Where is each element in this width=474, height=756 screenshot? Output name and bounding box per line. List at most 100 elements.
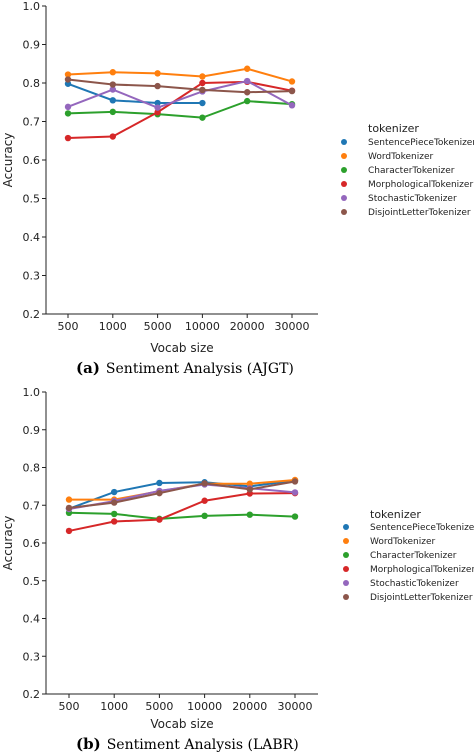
series-line-disjointletter-b <box>68 480 296 509</box>
y-tick-label-a: 0.6 <box>23 154 41 167</box>
x-tick-label-b: 1000 <box>100 700 128 713</box>
data-point-character-b <box>246 511 253 518</box>
y-tick-label-a: 0.5 <box>23 193 41 206</box>
data-point-disjointletter-b <box>65 504 73 512</box>
data-point-word-a <box>64 71 72 78</box>
legend-label-morphological-b: MorphologicalTokenizer <box>370 565 474 575</box>
y-tick-label-a: 0.3 <box>23 270 41 283</box>
data-point-sentencepiece-b <box>111 488 118 496</box>
caption-text-b: Sentiment Analysis (LABR) <box>107 737 299 753</box>
data-point-stochastic-a <box>109 86 117 93</box>
data-point-morphological-a <box>109 133 117 140</box>
x-tick-label-b: 10000 <box>187 700 222 713</box>
figure-caption-b: (b) Sentiment Analysis (LABR) <box>76 735 299 753</box>
data-point-sentencepiece-a <box>109 97 117 104</box>
legend-marker-morphological-b <box>343 566 349 572</box>
caption-text-a: Sentiment Analysis (AJGT) <box>106 361 294 377</box>
legend-marker-character-a <box>341 167 347 173</box>
legend-marker-stochastic-b <box>343 580 349 586</box>
y-tick-label-a: 0.8 <box>23 77 41 90</box>
legend-marker-word-b <box>343 538 349 544</box>
x-tick-label-a: 20000 <box>230 320 265 333</box>
legend-title-b: tokenizer <box>370 508 421 521</box>
y-tick-label-b: 0.8 <box>23 462 41 475</box>
data-point-disjointletter-b <box>111 499 118 506</box>
legend-label-disjointletter-a: DisjointLetterTokenizer <box>368 208 471 218</box>
legend-marker-stochastic-a <box>341 195 347 201</box>
data-point-stochastic-a <box>288 102 296 109</box>
y-tick-label-a: 0.4 <box>23 231 41 244</box>
data-point-disjointletter-a <box>64 76 72 83</box>
data-point-morphological-b <box>65 527 73 535</box>
data-point-sentencepiece-b <box>156 479 163 487</box>
legend-label-word-b: WordTokenizer <box>370 537 436 547</box>
data-point-character-a <box>64 110 72 117</box>
data-point-word-a <box>244 65 251 72</box>
x-tick-label-a: 10000 <box>185 320 220 333</box>
data-point-disjointletter-a <box>199 86 206 94</box>
data-point-word-b <box>65 496 73 503</box>
y-tick-label-b: 0.7 <box>23 499 41 512</box>
data-point-word-a <box>199 73 206 80</box>
series-line-morphological-b <box>68 492 296 532</box>
data-point-stochastic-a <box>154 104 161 111</box>
series-line-sentencepiece-b <box>68 479 296 510</box>
data-point-character-a <box>199 114 206 121</box>
data-point-sentencepiece-a <box>199 99 206 107</box>
data-point-disjointletter-b <box>201 480 208 487</box>
data-point-character-b <box>291 513 299 520</box>
series-line-word-a <box>67 67 293 83</box>
series-line-disjointletter-a <box>67 78 293 94</box>
data-point-disjointletter-a <box>154 82 161 90</box>
legend-label-character-b: CharacterTokenizer <box>370 551 457 561</box>
y-tick-label-b: 0.5 <box>23 575 41 588</box>
legend-label-character-a: CharacterTokenizer <box>368 166 455 176</box>
y-tick-label-b: 1.0 <box>23 386 41 399</box>
x-tick-label-a: 30000 <box>275 320 310 333</box>
legend-label-stochastic-a: StochasticTokenizer <box>368 194 457 204</box>
data-point-morphological-b <box>156 516 163 523</box>
x-axis-label-b: Vocab size <box>150 717 213 731</box>
series-line-character-a <box>67 100 293 119</box>
y-tick-label-a: 0.9 <box>23 39 41 52</box>
legend-label-sentencepiece-b: SentencePieceTokenizer <box>370 523 474 533</box>
legend-marker-morphological-a <box>341 181 347 187</box>
data-point-word-a <box>109 69 117 76</box>
legend-marker-character-b <box>343 552 349 558</box>
legend-title-a: tokenizer <box>368 122 419 135</box>
y-tick-label-a: 0.7 <box>23 116 41 129</box>
y-tick-label-b: 0.4 <box>23 613 41 626</box>
data-point-character-a <box>109 108 117 116</box>
x-tick-label-b: 5000 <box>145 700 173 713</box>
legend-label-stochastic-b: StochasticTokenizer <box>370 579 459 589</box>
figure-caption-a: (a) Sentiment Analysis (AJGT) <box>76 359 294 377</box>
y-tick-label-b: 0.2 <box>23 688 41 701</box>
data-point-morphological-b <box>111 518 118 525</box>
legend-label-morphological-a: MorphologicalTokenizer <box>368 180 473 190</box>
legend-label-disjointletter-b: DisjointLetterTokenizer <box>370 593 473 603</box>
data-point-disjointletter-b <box>246 486 253 493</box>
data-point-word-a <box>288 78 296 85</box>
data-point-word-a <box>154 70 161 77</box>
x-tick-label-b: 500 <box>59 700 80 713</box>
legend-marker-disjointletter-b <box>343 594 349 600</box>
data-point-disjointletter-a <box>109 81 117 88</box>
legend-label-sentencepiece-a: SentencePieceTokenizer <box>368 138 474 148</box>
x-tick-label-b: 30000 <box>278 700 313 713</box>
data-point-disjointletter-a <box>288 87 296 95</box>
data-point-stochastic-b <box>291 489 299 496</box>
data-point-stochastic-a <box>244 77 251 85</box>
data-point-character-b <box>111 510 118 518</box>
x-tick-label-a: 500 <box>58 320 79 333</box>
data-point-disjointletter-b <box>291 478 299 485</box>
x-tick-label-a: 1000 <box>99 320 127 333</box>
y-tick-label-a: 1.0 <box>23 0 41 13</box>
data-point-character-a <box>244 97 251 105</box>
caption-label-b: (b) <box>76 735 101 753</box>
caption-label-a: (a) <box>76 359 100 377</box>
data-point-disjointletter-a <box>244 89 251 96</box>
data-point-disjointletter-b <box>156 489 163 497</box>
series-line-morphological-a <box>67 80 293 140</box>
y-axis-label-b: Accuracy <box>1 516 15 571</box>
